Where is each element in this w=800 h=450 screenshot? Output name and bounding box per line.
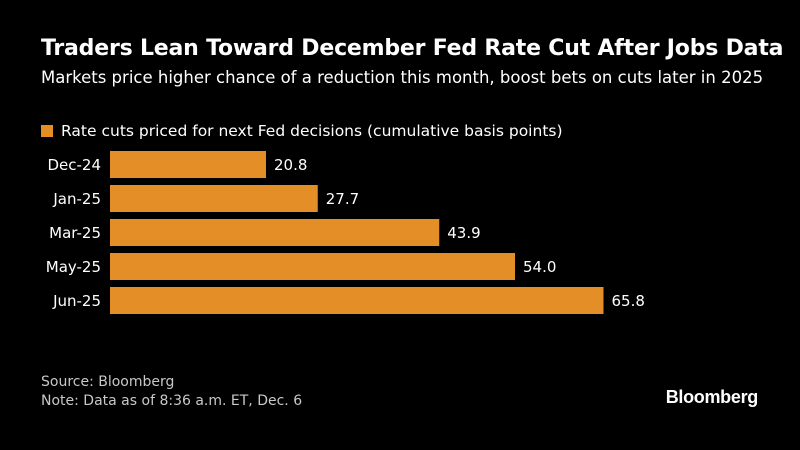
bloomberg-logo: Bloomberg	[665, 387, 759, 407]
category-label: Jan-25	[52, 190, 101, 208]
category-label: Jun-25	[52, 292, 101, 310]
footer-notes: Source: Bloomberg Note: Data as of 8:36 …	[41, 373, 302, 411]
bar-may-25	[110, 253, 515, 280]
value-label: 54.0	[523, 258, 556, 276]
source-text: Source: Bloomberg	[41, 374, 175, 390]
bar-mar-25	[110, 219, 440, 246]
bar-dec-24	[110, 151, 266, 178]
category-label: Dec-24	[47, 156, 101, 174]
chart-title: Traders Lean Toward December Fed Rate Cu…	[41, 36, 784, 61]
value-label: 65.8	[612, 292, 645, 310]
legend: Rate cuts priced for next Fed decisions …	[41, 122, 563, 140]
note-text: Note: Data as of 8:36 a.m. ET, Dec. 6	[41, 393, 303, 409]
category-label: May-25	[46, 258, 101, 276]
value-label: 20.8	[274, 156, 307, 174]
value-label: 43.9	[447, 224, 480, 242]
chart-subtitle: Markets price higher chance of a reducti…	[41, 68, 764, 87]
bar-jan-25	[110, 185, 318, 212]
category-label: Mar-25	[49, 224, 101, 242]
value-label: 27.7	[326, 190, 359, 208]
bar-jun-25	[110, 287, 604, 314]
legend-label: Rate cuts priced for next Fed decisions …	[61, 122, 563, 140]
legend-swatch	[41, 125, 53, 137]
